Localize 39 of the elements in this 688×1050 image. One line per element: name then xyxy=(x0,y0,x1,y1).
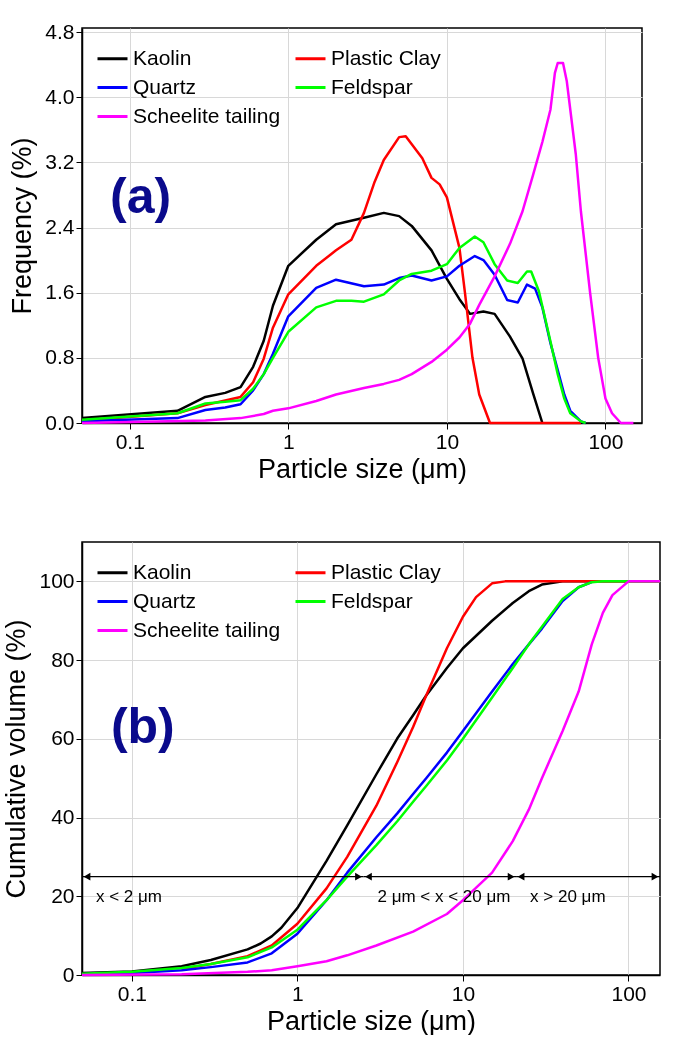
legend-label: Plastic Clay xyxy=(331,559,442,583)
x-tick-label: 100 xyxy=(611,981,647,1005)
y-axis-title: Frequency (%) xyxy=(7,137,38,315)
y-tick-label: 0.0 xyxy=(45,410,75,434)
legend-label: Scheelite tailing xyxy=(133,103,281,127)
y-tick-label: 0 xyxy=(62,962,75,986)
y-tick-label: 4.0 xyxy=(45,84,75,108)
legend-label: Quartz xyxy=(133,588,197,612)
y-tick-label: 3.2 xyxy=(45,149,75,173)
x-tick-label: 100 xyxy=(588,429,624,453)
y-tick-label: 80 xyxy=(51,647,75,671)
annotation: x > 20 μm xyxy=(530,886,606,906)
y-tick-label: 0.8 xyxy=(45,345,75,369)
x-axis-title: Particle size (μm) xyxy=(266,1005,477,1036)
y-tick-label: 20 xyxy=(51,883,75,907)
x-tick-label: 1 xyxy=(292,981,304,1005)
x-tick-label: 10 xyxy=(451,981,476,1005)
y-tick-label: 60 xyxy=(51,726,75,750)
legend-label: Scheelite tailing xyxy=(133,617,281,641)
legend-label: Kaolin xyxy=(133,559,192,583)
annotation: (a) xyxy=(110,167,172,224)
y-tick-label: 4.8 xyxy=(45,19,75,43)
y-tick-label: 40 xyxy=(51,805,75,829)
annotation: (b) xyxy=(110,698,175,755)
x-axis-title: Particle size (μm) xyxy=(257,453,468,484)
y-tick-label: 100 xyxy=(39,568,75,592)
legend-label: Feldspar xyxy=(331,588,413,612)
x-tick-label: 1 xyxy=(282,429,295,453)
y-tick-label: 2.4 xyxy=(45,215,75,239)
legend-label: Kaolin xyxy=(133,45,192,69)
y-tick-label: 1.6 xyxy=(45,280,75,304)
x-tick-label: 0.1 xyxy=(117,981,147,1005)
legend-label: Plastic Clay xyxy=(331,45,442,69)
x-tick-label: 10 xyxy=(435,429,460,453)
legend-label: Feldspar xyxy=(331,74,413,98)
annotation: x < 2 μm xyxy=(96,886,163,906)
x-tick-label: 0.1 xyxy=(115,429,145,453)
y-axis-title: Cumulative volume (%) xyxy=(1,619,32,899)
legend-label: Quartz xyxy=(133,74,197,98)
